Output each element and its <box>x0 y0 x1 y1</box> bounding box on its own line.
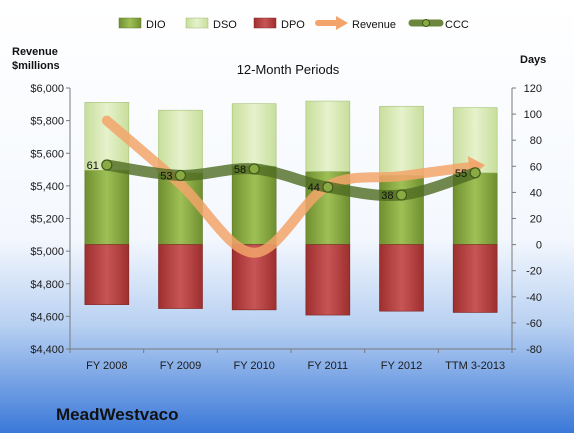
ccc-value-label-3: 44 <box>308 182 320 194</box>
left-tick-label-7: $5,800 <box>30 116 64 128</box>
ccc-value-label-5: 55 <box>455 168 467 180</box>
legend-dpo-swatch <box>253 17 277 29</box>
left-axis-title-line1: Revenue <box>12 46 58 58</box>
right-tick-label-3: -20 <box>526 266 542 278</box>
left-tick-label-1: $4,600 <box>30 311 64 323</box>
bar-dpo-0 <box>84 244 130 305</box>
bar-dpo-1 <box>158 244 203 309</box>
bar-dpo-4 <box>379 244 424 312</box>
x-tick-label-2: FY 2010 <box>233 360 274 372</box>
ccc-line <box>101 159 481 202</box>
x-tick-label-1: FY 2009 <box>160 360 201 372</box>
left-tick-label-2: $4,800 <box>30 279 64 291</box>
ccc-point-0 <box>101 159 113 171</box>
ccc-point-2 <box>248 163 260 175</box>
legend-dio-swatch <box>118 17 142 29</box>
right-tick-label-9: 100 <box>524 109 542 121</box>
right-tick-label-5: 20 <box>530 214 542 226</box>
ccc-point-4 <box>395 189 408 201</box>
bar-dio-5 <box>452 172 498 245</box>
chart-subtitle: 12-Month Periods <box>237 62 340 77</box>
ccc-value-label-1: 53 <box>160 170 172 182</box>
bar-dio-4 <box>379 175 424 245</box>
right-tick-label-1: -60 <box>526 318 542 330</box>
legend-dso-label: DSO <box>213 19 237 31</box>
bar-dso-1 <box>158 109 203 174</box>
ccc-value-label-0: 61 <box>87 160 99 172</box>
ccc-point-1 <box>174 169 187 182</box>
ccc-value-label-4: 38 <box>381 190 393 202</box>
bar-dso-3 <box>305 100 351 172</box>
x-tick-label-4: FY 2012 <box>381 360 422 372</box>
bar-dso-4 <box>379 105 424 176</box>
right-tick-label-7: 60 <box>530 161 542 173</box>
right-tick-label-4: 0 <box>536 240 542 252</box>
left-tick-label-0: $4,400 <box>30 344 64 356</box>
bar-dpo-3 <box>305 244 351 316</box>
legend-revenue-swatch <box>315 16 348 30</box>
legend-ccc-label: CCC <box>445 19 469 31</box>
right-tick-label-10: 120 <box>524 83 542 95</box>
ccc-value-label-2: 58 <box>234 164 246 176</box>
legend-dpo-label: DPO <box>281 19 305 31</box>
legend: DIO DSO DPO Revenue CCC <box>118 16 469 31</box>
bar-dso-2 <box>231 103 277 167</box>
left-tick-label-4: $5,200 <box>30 214 64 226</box>
bar-dpo-5 <box>452 244 498 313</box>
left-tick-label-5: $5,400 <box>30 181 64 193</box>
x-tick-label-5: TTM 3-2013 <box>445 360 505 372</box>
legend-dso-swatch <box>185 17 209 29</box>
company-name: MeadWestvaco <box>56 405 179 424</box>
ccc-point-5 <box>469 167 481 179</box>
right-tick-label-6: 40 <box>530 187 542 199</box>
legend-revenue-label: Revenue <box>352 19 396 31</box>
right-tick-label-2: -40 <box>526 292 542 304</box>
left-tick-label-6: $5,600 <box>30 148 64 160</box>
left-tick-label-8: $6,000 <box>30 83 64 95</box>
bars-layer <box>84 100 498 316</box>
right-tick-label-0: -80 <box>526 344 542 356</box>
bar-dio-2 <box>231 166 277 245</box>
ccc-point-3 <box>322 181 334 193</box>
legend-dio-label: DIO <box>146 19 166 31</box>
legend-ccc-swatch <box>408 19 444 27</box>
x-tick-label-0: FY 2008 <box>86 360 127 372</box>
bar-dio-0 <box>84 169 130 245</box>
left-tick-label-3: $5,000 <box>30 246 64 258</box>
left-axis-title-line2: $millions <box>12 60 60 72</box>
x-tick-label-3: FY 2011 <box>308 360 349 372</box>
lines-layer: 61 53 58 44 38 55 <box>87 115 486 258</box>
right-tick-label-8: 80 <box>530 135 542 147</box>
axes-layer: $4,400 $4,600 $4,800 $5,000 $5,200 $5,400 $5,6… <box>30 83 542 372</box>
right-axis-title: Days <box>520 54 546 66</box>
